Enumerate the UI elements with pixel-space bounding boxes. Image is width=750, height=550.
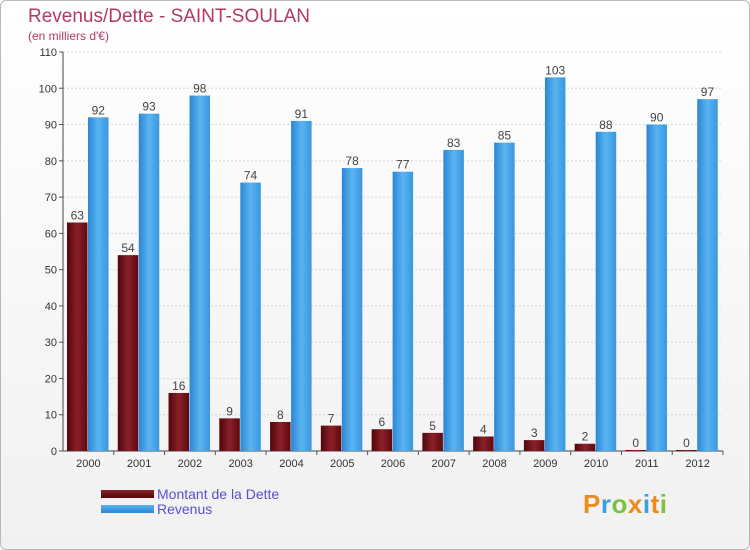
logo-letter: i [642, 489, 651, 519]
bar-dette [422, 432, 443, 451]
bar-revenus [341, 168, 363, 451]
chart-subtitle: (en milliers d'€) [28, 29, 109, 43]
data-label-revenus: 93 [142, 100, 156, 114]
y-tick-label: 90 [45, 120, 57, 132]
bar-revenus [189, 95, 211, 451]
data-label-dette: 16 [172, 379, 186, 393]
logo-letter: o [611, 489, 628, 519]
x-tick-label: 2003 [228, 458, 252, 470]
data-label-revenus: 77 [396, 158, 410, 172]
y-tick-label: 80 [45, 156, 57, 168]
bar-dette [473, 436, 494, 451]
chart-title: Revenus/Dette - SAINT-SOULAN [28, 6, 310, 27]
data-label-dette: 7 [328, 412, 335, 426]
logo-letter: i [659, 489, 668, 519]
y-tick-label: 100 [39, 83, 57, 95]
data-label-dette: 54 [121, 241, 135, 255]
bar-dette [523, 440, 545, 451]
y-tick-label: 70 [45, 192, 57, 204]
bar-revenus [138, 113, 160, 451]
bar-dette [270, 421, 291, 451]
x-tick-label: 2005 [330, 458, 354, 470]
logo-letter: x [627, 489, 643, 519]
x-tick-label: 2010 [584, 458, 608, 470]
data-label-dette: 3 [531, 426, 538, 440]
bar-dette [625, 450, 646, 451]
data-label-dette: 8 [277, 408, 284, 422]
logo-letter: t [650, 489, 660, 519]
x-tick-label: 2000 [76, 458, 100, 470]
data-label-dette: 2 [582, 430, 589, 444]
data-label-revenus: 85 [498, 129, 512, 143]
x-tick-label: 2006 [381, 458, 405, 470]
data-label-dette: 0 [683, 436, 690, 450]
bar-revenus [697, 99, 718, 452]
y-tick-label: 110 [39, 47, 57, 59]
y-tick-label: 0 [51, 446, 57, 458]
bar-dette [67, 222, 88, 451]
data-label-revenus: 90 [650, 111, 664, 125]
bar-revenus [646, 124, 667, 451]
data-label-revenus: 98 [193, 82, 207, 96]
bar-dette [117, 255, 139, 451]
y-tick-label: 50 [45, 265, 57, 277]
bar-dette [320, 425, 342, 451]
bar-dette [168, 392, 190, 451]
x-tick-label: 2012 [685, 458, 709, 470]
data-label-dette: 0 [632, 436, 639, 450]
bar-revenus [88, 117, 109, 452]
bar-revenus [240, 182, 261, 451]
bar-dette [574, 443, 596, 451]
proxiti-logo: Proxiti [583, 489, 667, 520]
data-label-dette: 63 [71, 208, 85, 222]
bar-revenus [494, 142, 515, 451]
y-tick-label: 40 [45, 301, 57, 313]
bar-revenus [443, 149, 464, 451]
y-tick-label: 60 [45, 228, 57, 240]
bar-dette [219, 418, 240, 451]
bar-revenus [392, 171, 414, 451]
x-tick-label: 2004 [279, 458, 303, 470]
bar-dette [371, 429, 393, 451]
legend-swatch-revenus [101, 505, 154, 513]
y-tick-label: 30 [45, 337, 57, 349]
logo-letter: P [583, 489, 601, 519]
x-tick-label: 2007 [432, 458, 456, 470]
data-label-revenus: 74 [244, 169, 258, 183]
data-label-revenus: 103 [545, 63, 565, 77]
data-label-dette: 4 [480, 422, 487, 436]
bar-revenus [595, 131, 617, 452]
bar-dette [676, 450, 697, 451]
x-tick-label: 2009 [533, 458, 557, 470]
data-label-revenus: 92 [92, 103, 106, 117]
data-label-revenus: 88 [599, 118, 613, 132]
data-label-dette: 9 [226, 404, 233, 418]
data-label-revenus: 83 [447, 136, 461, 150]
x-tick-label: 2008 [482, 458, 506, 470]
x-tick-label: 2001 [127, 458, 151, 470]
legend-label-revenus: Revenus [157, 501, 213, 517]
data-label-revenus: 78 [345, 154, 359, 168]
data-label-revenus: 97 [701, 85, 715, 99]
y-tick-label: 10 [45, 410, 57, 422]
bar-revenus [544, 77, 566, 452]
bar-revenus [291, 120, 312, 451]
logo-letter: r [600, 489, 612, 519]
y-tick-label: 20 [45, 373, 57, 385]
legend-swatch-dette [101, 490, 154, 498]
x-tick-label: 2002 [178, 458, 202, 470]
legend-label-dette: Montant de la Dette [157, 486, 280, 502]
data-label-dette: 6 [379, 415, 386, 429]
data-label-revenus: 91 [295, 107, 309, 121]
data-label-dette: 5 [429, 419, 436, 433]
x-tick-label: 2011 [635, 458, 659, 470]
